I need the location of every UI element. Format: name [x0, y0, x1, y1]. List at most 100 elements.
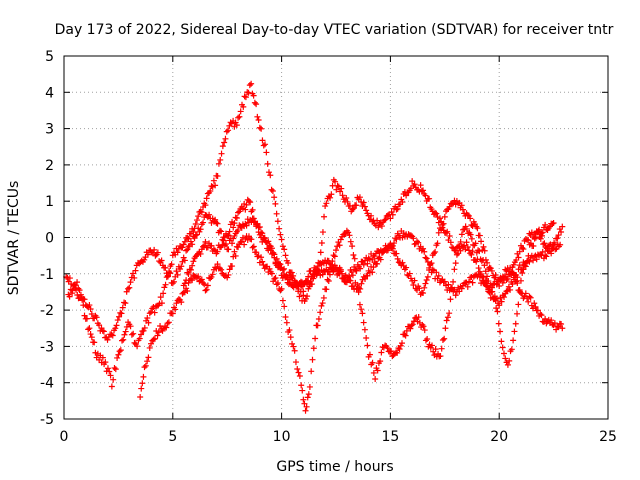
data-point [519, 269, 526, 276]
data-point [438, 345, 445, 352]
data-point [420, 187, 427, 194]
data-point [150, 336, 157, 343]
data-point [88, 311, 95, 318]
data-point [291, 279, 298, 286]
data-point [353, 267, 360, 274]
data-point [424, 336, 431, 343]
data-point [295, 286, 302, 293]
data-point [468, 221, 475, 228]
data-point [66, 293, 73, 300]
data-point [346, 273, 353, 280]
data-point [184, 288, 191, 295]
data-point [433, 210, 440, 217]
data-point [108, 383, 115, 390]
data-point [281, 246, 288, 253]
data-point [333, 186, 340, 193]
data-point [192, 221, 199, 228]
data-point [100, 328, 107, 335]
data-point [443, 317, 450, 324]
data-point [460, 226, 467, 233]
data-point [377, 358, 384, 365]
data-point [217, 156, 224, 163]
data-point [361, 326, 368, 333]
y-tick-label: 5 [45, 49, 54, 65]
data-point [371, 253, 378, 260]
data-point [503, 277, 510, 284]
data-point [183, 247, 190, 254]
y-tick-label: -5 [40, 412, 54, 428]
data-point [258, 254, 265, 261]
data-point [403, 192, 410, 199]
data-point [214, 173, 221, 180]
data-point [272, 259, 279, 266]
data-point [527, 294, 534, 301]
data-point [542, 221, 549, 228]
data-point [430, 250, 437, 257]
data-point [278, 236, 285, 243]
data-point [394, 255, 401, 262]
data-point [407, 325, 414, 332]
data-point [310, 345, 317, 352]
data-point [121, 299, 128, 306]
data-point [486, 285, 493, 292]
data-point [375, 224, 382, 231]
data-point [131, 339, 138, 346]
data-point [230, 224, 237, 231]
data-point [316, 267, 323, 274]
data-point [299, 387, 306, 394]
data-point [218, 228, 225, 235]
data-point [161, 284, 168, 291]
data-point [420, 323, 427, 330]
data-point [368, 212, 375, 219]
data-point [74, 279, 81, 286]
data-point [250, 92, 257, 99]
data-point [224, 233, 231, 240]
data-point [187, 266, 194, 273]
data-point [514, 280, 521, 287]
data-point [386, 348, 393, 355]
data-point [515, 254, 522, 261]
data-point [469, 279, 476, 286]
data-point [502, 355, 509, 362]
data-point [308, 368, 315, 375]
data-point [358, 280, 365, 287]
data-point [480, 243, 487, 250]
data-point [255, 116, 262, 123]
data-point [558, 228, 565, 235]
data-point [300, 288, 307, 295]
data-point [104, 365, 111, 372]
data-point [358, 306, 365, 313]
data-point [355, 289, 362, 296]
data-point [458, 231, 465, 238]
data-point [104, 336, 111, 343]
data-point [87, 331, 94, 338]
data-point [187, 275, 194, 282]
data-point [516, 248, 523, 255]
data-point [87, 305, 94, 312]
data-point [391, 240, 398, 247]
data-point [240, 103, 247, 110]
data-point [324, 276, 331, 283]
plot-frame [63, 55, 609, 420]
data-point [98, 325, 105, 332]
data-point [387, 215, 394, 222]
data-point [399, 340, 406, 347]
data-point [250, 243, 257, 250]
data-point [458, 202, 465, 209]
data-point [145, 319, 152, 326]
data-point [436, 215, 443, 222]
data-point [229, 263, 236, 270]
data-point [319, 229, 326, 236]
data-point [440, 220, 447, 227]
data-point [256, 223, 263, 230]
data-point [476, 248, 483, 255]
data-point [538, 230, 545, 237]
data-point [317, 249, 324, 256]
data-point [402, 332, 409, 339]
data-point [351, 255, 358, 262]
data-point [361, 203, 368, 210]
data-point [318, 302, 325, 309]
data-point [126, 284, 133, 291]
data-point [530, 257, 537, 264]
data-point [334, 182, 341, 189]
